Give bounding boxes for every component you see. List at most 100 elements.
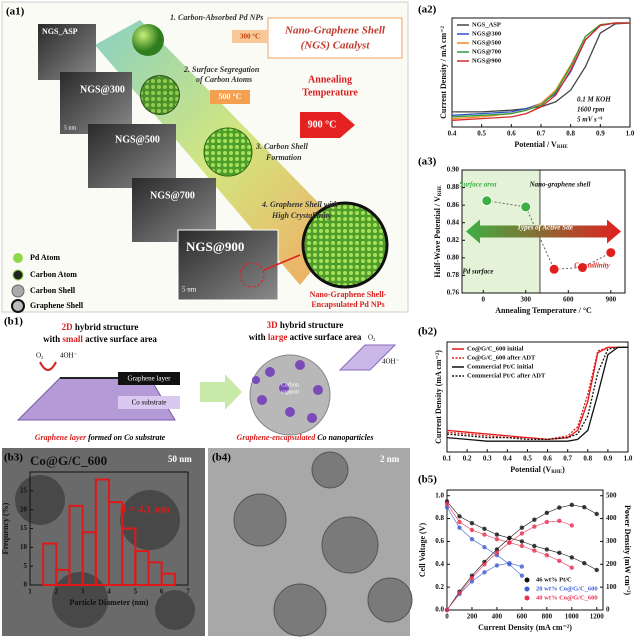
o2: O₂	[36, 352, 44, 360]
annotation: Surface area	[459, 181, 497, 189]
y-axis-title: Frequency (%)	[1, 502, 10, 554]
legend-icon	[524, 586, 530, 592]
t: RHE	[438, 185, 443, 197]
panel-a1: NGS_ASP NGS@300 NGS@500 NGS@700 NGS@900 …	[1, 1, 409, 313]
annotation: Types of Active Site	[517, 224, 573, 232]
x-tick-label: 0	[445, 613, 449, 621]
caption: Graphene layer formed on Co substrate	[35, 433, 166, 442]
label: Graphene layer	[128, 375, 172, 383]
data-point	[569, 523, 574, 528]
temp: 300 °C	[240, 33, 260, 41]
x-tick-label: 3	[81, 588, 85, 596]
x-tick-label: 7	[186, 588, 190, 596]
panel-label: (a2)	[418, 4, 437, 16]
y-tick-label: 0.4	[435, 560, 444, 568]
x-tick-label: 0.6	[543, 455, 552, 463]
label-box	[118, 372, 180, 385]
temp-box	[300, 112, 355, 138]
t: with	[249, 332, 268, 342]
t: Current Density / mA cm⁻²	[439, 26, 448, 119]
sphere	[301, 201, 389, 289]
legend-label: NGS@700	[472, 48, 501, 55]
t: active surface area	[287, 332, 362, 342]
y-tick-label: 0.2	[435, 583, 444, 591]
legend-label: Co@G/C_600 initial	[467, 345, 524, 352]
step: 2. Surface Segregation	[183, 65, 260, 74]
legend-label: Pd Atom	[30, 253, 60, 262]
x-tick-label: 0	[482, 296, 486, 304]
y-tick-label: 0.84	[447, 218, 460, 226]
panel-label: (b4)	[212, 452, 231, 464]
y-tick-label: 0.6	[435, 537, 444, 545]
sphere	[132, 24, 164, 56]
t: RHE	[557, 145, 569, 150]
x-tick-label: 5	[134, 588, 138, 596]
x-tick-label: 2	[55, 588, 59, 596]
y-tick-label: 0.82	[447, 236, 460, 244]
label-box	[118, 396, 180, 409]
t: Annealing Temperature / °C	[495, 306, 592, 315]
title: with large active surface area	[249, 332, 362, 342]
series-line	[446, 346, 628, 442]
t: with	[43, 334, 62, 344]
x-tick-label: 1000	[565, 613, 580, 621]
temp: 500 °C	[219, 92, 242, 101]
tem-image	[88, 124, 176, 188]
t: Cell Voltage (V)	[418, 523, 427, 578]
y2-tick-label: 200	[606, 560, 617, 568]
legend-label: NGS@500	[472, 39, 501, 46]
t: Frequency (%)	[1, 502, 10, 554]
t: Graphene-encapsulated	[237, 433, 317, 442]
t: Graphene layer	[35, 433, 87, 442]
particles	[252, 360, 323, 423]
legend-label: Carbon Atom	[30, 270, 77, 279]
x-tick-label: 0.5	[477, 130, 486, 138]
temp-box	[210, 90, 250, 104]
series-line	[446, 504, 597, 611]
series-line	[446, 346, 628, 441]
pointer	[263, 254, 301, 271]
sample-label: NGS@500	[115, 134, 160, 145]
arrow	[39, 361, 57, 371]
x-axis-title: Current Density (mA cm⁻²)	[478, 623, 572, 632]
step: 3. Carbon Shell	[255, 142, 309, 151]
data-point	[548, 263, 560, 275]
legend-icon	[12, 269, 24, 281]
legend-icon	[524, 595, 530, 601]
legend-label: 40 wt% Co@G/C_600	[536, 594, 598, 601]
y-tick-label: 1.0	[435, 491, 444, 499]
series-line	[446, 520, 572, 611]
t: large	[268, 332, 288, 342]
t: 3D	[267, 320, 279, 330]
title: 2D hybrid structure	[62, 322, 139, 332]
y2-axis-title: Power Density (mW cm⁻²)	[623, 505, 632, 595]
x-tick-label: 900	[606, 296, 617, 304]
legend-label: 20 wt% Co@G/C_600	[536, 585, 598, 592]
label: Carbon	[281, 382, 299, 388]
oh: 4OH⁻	[60, 352, 78, 360]
y-tick-label: 0.76	[447, 289, 460, 297]
x-tick-label: 0.8	[566, 130, 575, 138]
legend-label: 46 wt% Pt/C	[536, 576, 572, 583]
axis-label: Temperature	[302, 87, 358, 98]
y-tick-label: 0.90	[447, 166, 460, 174]
x-tick-label: 0.3	[483, 455, 492, 463]
step: of Carbon Atoms	[196, 75, 252, 84]
temp: 900 °C	[308, 119, 337, 130]
legend-label: Carbon Shell	[30, 286, 76, 295]
x-tick-label: 0.5	[523, 455, 532, 463]
x-tick-label: 0.4	[503, 455, 512, 463]
series-line	[446, 346, 628, 441]
legend-label: NGS_ASP	[472, 21, 501, 28]
t: 2D	[62, 322, 74, 332]
series-line	[446, 501, 597, 571]
label: Co substrate	[132, 399, 167, 407]
legend-label: NGS@300	[472, 30, 501, 37]
t: Current Density (mA cm⁻²)	[478, 623, 572, 632]
annotation: 0.1 M KOH	[577, 96, 611, 104]
series-line	[452, 22, 631, 113]
x-tick-label: 1200	[590, 613, 605, 621]
annotation: 5 mV s⁻¹	[577, 116, 603, 124]
t: Potential (V	[510, 465, 551, 474]
t: )	[562, 465, 565, 474]
